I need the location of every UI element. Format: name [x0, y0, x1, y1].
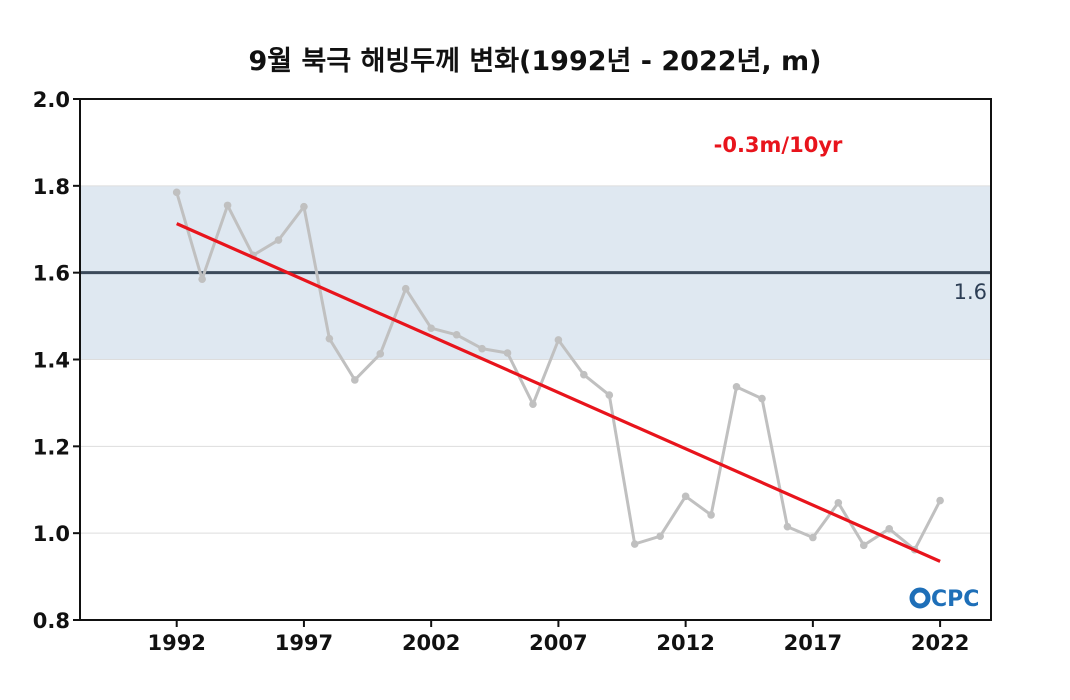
- x-tick-label-2017: 2017: [784, 631, 842, 655]
- data-point-2022: [936, 496, 944, 505]
- data-point-2015: [758, 394, 766, 403]
- data-point-2006: [529, 400, 537, 409]
- data-point-1994: [223, 201, 232, 210]
- y-tick-label-0.8: 0.8: [33, 609, 70, 633]
- data-point-2004: [478, 344, 486, 353]
- y-tick-label-1.8: 1.8: [33, 175, 70, 199]
- data-point-2007: [554, 336, 563, 344]
- data-point-1999: [351, 376, 359, 384]
- y-tick-label-1.0: 1.0: [33, 522, 70, 546]
- data-point-2002: [427, 324, 435, 333]
- data-point-2011: [656, 532, 664, 541]
- data-point-1996: [274, 236, 283, 244]
- data-point-2010: [630, 540, 639, 548]
- chart-title: 9월 북극 해빙두께 변화(1992년 - 2022년, m): [249, 46, 822, 77]
- data-point-2012: [681, 492, 690, 501]
- data-point-2000: [376, 350, 385, 358]
- data-point-1993: [198, 275, 206, 283]
- data-point-2018: [834, 498, 843, 507]
- data-point-2016: [783, 522, 792, 531]
- cpc-logo: CPC: [909, 587, 979, 612]
- data-point-2001: [401, 284, 410, 293]
- y-tick-label-1.4: 1.4: [33, 349, 70, 373]
- y-tick-label-2.0: 2.0: [33, 88, 70, 112]
- data-point-2009: [605, 391, 614, 399]
- data-point-1992: [172, 188, 181, 197]
- data-point-2019: [859, 541, 868, 550]
- data-point-2014: [732, 383, 741, 391]
- data-point-2013: [707, 511, 715, 519]
- y-tick-label-1.2: 1.2: [33, 435, 70, 459]
- reference-line-label: 1.6: [954, 280, 987, 304]
- plot-area: 0.8 1.0 1.2 1.4 1.6 1.8 2.0 1992 1997 2002 2007 201…: [33, 88, 992, 655]
- data-point-2008: [580, 370, 588, 379]
- x-tick-label-1997: 1997: [275, 631, 333, 655]
- data-point-2020: [885, 525, 894, 533]
- data-point-2005: [503, 349, 512, 357]
- trend-line: [176, 222, 941, 563]
- x-tick-label-1992: 1992: [147, 631, 205, 655]
- cpc-logo-mark: [909, 587, 931, 609]
- data-point-1998: [325, 334, 334, 343]
- data-point-2003: [452, 330, 461, 339]
- x-tick-label-2007: 2007: [529, 631, 587, 655]
- trend-label: -0.3m/10yr: [714, 133, 843, 157]
- y-tick-label-1.6: 1.6: [33, 262, 70, 286]
- data-point-2017: [809, 533, 817, 542]
- x-tick-label-2022: 2022: [911, 631, 969, 655]
- x-tick-label-2012: 2012: [656, 631, 714, 655]
- data-point-1997: [300, 202, 308, 211]
- x-tick-label-2002: 2002: [402, 631, 460, 655]
- cpc-logo-text: CPC: [931, 587, 979, 612]
